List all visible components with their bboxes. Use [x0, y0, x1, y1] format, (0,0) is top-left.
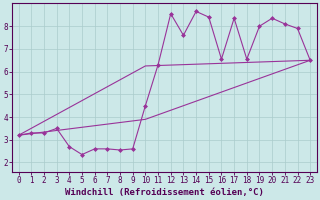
X-axis label: Windchill (Refroidissement éolien,°C): Windchill (Refroidissement éolien,°C)	[65, 188, 264, 197]
